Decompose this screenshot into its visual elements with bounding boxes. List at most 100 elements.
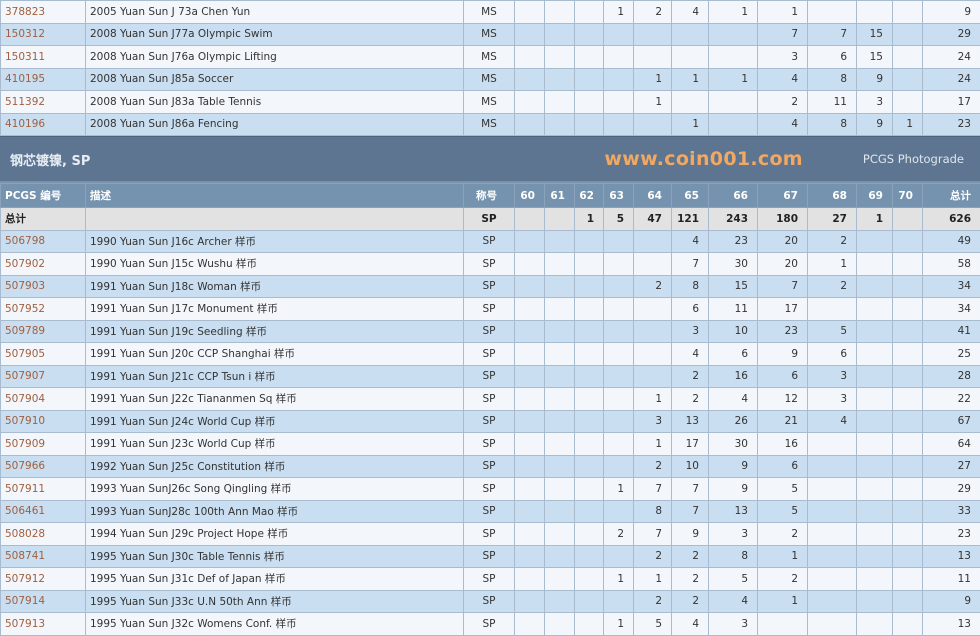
- grade-count-60: [515, 613, 545, 636]
- column-header-grade-67[interactable]: 67: [758, 184, 808, 208]
- pcgs-number-link[interactable]: 511392: [1, 91, 86, 114]
- grade-count-69: [857, 545, 893, 568]
- column-header-designation[interactable]: 称号: [464, 184, 515, 208]
- column-header-grade-68[interactable]: 68: [808, 184, 857, 208]
- pcgs-number-link[interactable]: 507909: [1, 433, 86, 456]
- pcgs-number-link[interactable]: 378823: [1, 1, 86, 24]
- coin-description: 1993 Yuan SunJ26c Song Qingling 样币: [86, 478, 464, 501]
- grade-count-60: [515, 568, 545, 591]
- designation: MS: [464, 91, 515, 114]
- pcgs-number-link[interactable]: 507952: [1, 298, 86, 321]
- column-header-grade-60[interactable]: 60: [515, 184, 545, 208]
- column-header-grade-65[interactable]: 65: [672, 184, 709, 208]
- column-header-grade-64[interactable]: 64: [634, 184, 672, 208]
- column-header-total[interactable]: 总计: [923, 184, 980, 208]
- designation: SP: [464, 455, 515, 478]
- pcgs-number-link[interactable]: 508028: [1, 523, 86, 546]
- grade-count-70: [893, 230, 923, 253]
- grade-count-67: 2: [758, 568, 808, 591]
- pcgs-number-link[interactable]: 507914: [1, 590, 86, 613]
- grade-count-67: 3: [758, 46, 808, 69]
- grade-count-65: 7: [672, 500, 709, 523]
- row-total: 11: [923, 568, 980, 591]
- designation: MS: [464, 1, 515, 24]
- column-header-grade-61[interactable]: 61: [545, 184, 575, 208]
- grade-count-62: [575, 23, 604, 46]
- pcgs-number-link[interactable]: 507904: [1, 388, 86, 411]
- grade-count-66: 1: [709, 68, 758, 91]
- pcgs-number-link[interactable]: 507910: [1, 410, 86, 433]
- column-header-grade-70[interactable]: 70: [893, 184, 923, 208]
- designation: SP: [464, 230, 515, 253]
- grade-count-69: 9: [857, 68, 893, 91]
- grade-count-66: [709, 113, 758, 136]
- pcgs-number-link[interactable]: 507902: [1, 253, 86, 276]
- pcgs-number-link[interactable]: 506461: [1, 500, 86, 523]
- coin-description: 1990 Yuan Sun J16c Archer 样币: [86, 230, 464, 253]
- grade-count-69: [857, 478, 893, 501]
- grade-count-67: 6: [758, 455, 808, 478]
- column-header-pcgs[interactable]: PCGS 编号: [1, 184, 86, 208]
- grade-count-66: [709, 46, 758, 69]
- pcgs-number-link[interactable]: 150312: [1, 23, 86, 46]
- pcgs-number-link[interactable]: 410195: [1, 68, 86, 91]
- grade-count-65: 7: [672, 253, 709, 276]
- pcgs-number-link[interactable]: 507966: [1, 455, 86, 478]
- pcgs-number-link[interactable]: 410196: [1, 113, 86, 136]
- grade-count-65: 4: [672, 230, 709, 253]
- pcgs-number-link[interactable]: 509789: [1, 320, 86, 343]
- grade-count-68: [808, 523, 857, 546]
- grade-count-63: [604, 433, 634, 456]
- grade-count-70: [893, 613, 923, 636]
- pcgs-number-link[interactable]: 507912: [1, 568, 86, 591]
- grade-count-68: 2: [808, 275, 857, 298]
- grade-count-62: [575, 320, 604, 343]
- grade-count-68: 5: [808, 320, 857, 343]
- grade-count-70: [893, 343, 923, 366]
- grade-count-64: [634, 46, 672, 69]
- row-total: 13: [923, 613, 980, 636]
- grade-count-64: 3: [634, 410, 672, 433]
- grade-count-66: 1: [709, 1, 758, 24]
- coin-description: 1991 Yuan Sun J23c World Cup 样币: [86, 433, 464, 456]
- grade-count-64: [634, 343, 672, 366]
- grade-count-64: 2: [634, 455, 672, 478]
- pcgs-number-link[interactable]: 507913: [1, 613, 86, 636]
- grade-count-64: [634, 365, 672, 388]
- column-header-grade-63[interactable]: 63: [604, 184, 634, 208]
- grade-count-67: 20: [758, 230, 808, 253]
- grade-count-70: [893, 320, 923, 343]
- total-grade-70: [893, 208, 923, 231]
- grade-count-60: [515, 91, 545, 114]
- column-header-description[interactable]: 描述: [86, 184, 464, 208]
- grade-count-70: [893, 410, 923, 433]
- total-grade-68: 27: [808, 208, 857, 231]
- pcgs-number-link[interactable]: 508741: [1, 545, 86, 568]
- grade-count-69: [857, 275, 893, 298]
- column-header-grade-62[interactable]: 62: [575, 184, 604, 208]
- grade-count-67: 17: [758, 298, 808, 321]
- grade-count-63: [604, 275, 634, 298]
- photograde-link[interactable]: PCGS Photograde: [863, 152, 964, 166]
- grade-count-70: [893, 91, 923, 114]
- grade-count-66: 4: [709, 590, 758, 613]
- grade-count-61: [545, 320, 575, 343]
- column-header-grade-66[interactable]: 66: [709, 184, 758, 208]
- pcgs-number-link[interactable]: 150311: [1, 46, 86, 69]
- pcgs-number-link[interactable]: 506798: [1, 230, 86, 253]
- grade-count-62: [575, 113, 604, 136]
- total-grade-67: 180: [758, 208, 808, 231]
- grade-count-68: [808, 545, 857, 568]
- grade-count-70: [893, 455, 923, 478]
- grade-count-68: [808, 455, 857, 478]
- pcgs-number-link[interactable]: 507911: [1, 478, 86, 501]
- pcgs-number-link[interactable]: 507903: [1, 275, 86, 298]
- grade-count-65: [672, 23, 709, 46]
- column-header-grade-69[interactable]: 69: [857, 184, 893, 208]
- grade-count-68: 4: [808, 410, 857, 433]
- grade-count-68: 11: [808, 91, 857, 114]
- pcgs-number-link[interactable]: 507907: [1, 365, 86, 388]
- pcgs-number-link[interactable]: 507905: [1, 343, 86, 366]
